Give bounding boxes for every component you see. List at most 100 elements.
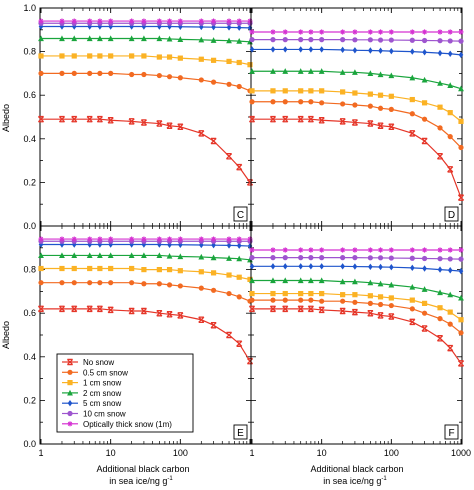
data-point: [236, 255, 243, 262]
y-tick-label: 1.0: [23, 3, 36, 13]
data-point: [409, 318, 416, 326]
data-point: [249, 37, 255, 43]
data-point: [210, 287, 217, 293]
data-point: [249, 99, 255, 105]
data-point: [96, 252, 103, 259]
data-point: [367, 255, 373, 261]
data-point: [318, 277, 325, 284]
data-point: [458, 317, 464, 323]
data-point: [307, 115, 314, 123]
data-point: [156, 120, 163, 127]
data-point: [388, 106, 394, 112]
panel-letter-box: [444, 424, 459, 440]
series-line: [252, 90, 462, 122]
series-0: [37, 115, 254, 186]
data-point: [388, 295, 394, 301]
data-point: [236, 294, 242, 300]
x-axis-label-right-sup: -1: [381, 476, 387, 482]
data-point: [340, 101, 346, 107]
series-line: [252, 279, 462, 299]
data-point: [421, 76, 428, 83]
data-point: [318, 306, 325, 314]
data-point: [249, 255, 255, 261]
data-point: [141, 241, 147, 248]
data-point: [270, 277, 276, 284]
series-line: [41, 55, 251, 66]
data-point: [409, 29, 415, 35]
series-line: [252, 118, 462, 198]
data-point: [297, 68, 304, 74]
data-point: [319, 255, 325, 261]
data-point: [71, 115, 78, 123]
data-point: [437, 49, 443, 57]
x-tick-label: 1: [249, 448, 254, 458]
data-point: [298, 29, 304, 35]
data-point: [226, 24, 232, 31]
y-tick-label: 0.8: [23, 265, 36, 275]
data-point: [318, 68, 325, 74]
data-point: [298, 247, 304, 253]
data-point: [248, 115, 256, 123]
data-point: [388, 72, 395, 79]
data-point: [270, 37, 276, 43]
data-point: [37, 305, 45, 313]
data-point: [340, 298, 346, 304]
data-point: [199, 241, 204, 249]
data-point: [367, 70, 374, 76]
data-point: [377, 71, 384, 78]
legend-marker: [66, 358, 74, 366]
data-point: [437, 247, 443, 253]
data-point: [108, 70, 114, 76]
data-point: [198, 36, 205, 43]
x-tick-label: 10: [106, 448, 116, 458]
data-point: [389, 47, 394, 55]
data-point: [225, 152, 233, 160]
data-point: [71, 280, 77, 286]
data-point: [282, 290, 288, 297]
data-point: [270, 297, 276, 303]
panel-bottom-left: 1 10 100 0.0 0.2 0.4 0.6 0.8 E: [23, 225, 254, 458]
data-point: [141, 236, 147, 242]
data-point: [141, 252, 147, 259]
data-point: [226, 58, 232, 65]
data-point: [108, 241, 113, 248]
data-point: [351, 308, 358, 316]
data-point: [236, 83, 242, 90]
series-line: [252, 39, 462, 42]
data-point: [71, 265, 77, 272]
data-point: [38, 53, 44, 59]
data-point: [319, 298, 325, 304]
data-point: [97, 53, 103, 59]
series-line: [252, 292, 462, 321]
data-point: [129, 280, 135, 286]
data-point: [447, 50, 453, 57]
data-point: [282, 305, 289, 313]
data-point: [282, 263, 288, 270]
data-point: [177, 312, 184, 319]
data-point: [298, 37, 304, 43]
data-point: [447, 166, 454, 173]
data-point: [422, 49, 427, 56]
data-point: [352, 263, 358, 270]
data-point: [86, 305, 93, 313]
data-point: [156, 72, 162, 79]
data-point: [377, 105, 384, 111]
data-point: [298, 46, 303, 53]
x-tick-label: 1: [38, 448, 43, 458]
data-point: [447, 344, 454, 352]
series-6: [38, 18, 253, 24]
data-point: [377, 122, 384, 129]
data-point: [249, 46, 255, 53]
data-point: [377, 255, 384, 261]
data-point: [210, 57, 217, 63]
series-line: [41, 118, 251, 183]
data-point: [157, 241, 162, 248]
data-point: [236, 242, 242, 249]
data-point: [59, 236, 65, 242]
data-point: [367, 309, 374, 317]
data-point: [282, 297, 288, 303]
x-axis-label-left-line2: in sea ice/ng g-1: [109, 476, 173, 486]
series-line: [41, 72, 251, 92]
data-point: [156, 18, 162, 24]
data-point: [166, 35, 173, 42]
